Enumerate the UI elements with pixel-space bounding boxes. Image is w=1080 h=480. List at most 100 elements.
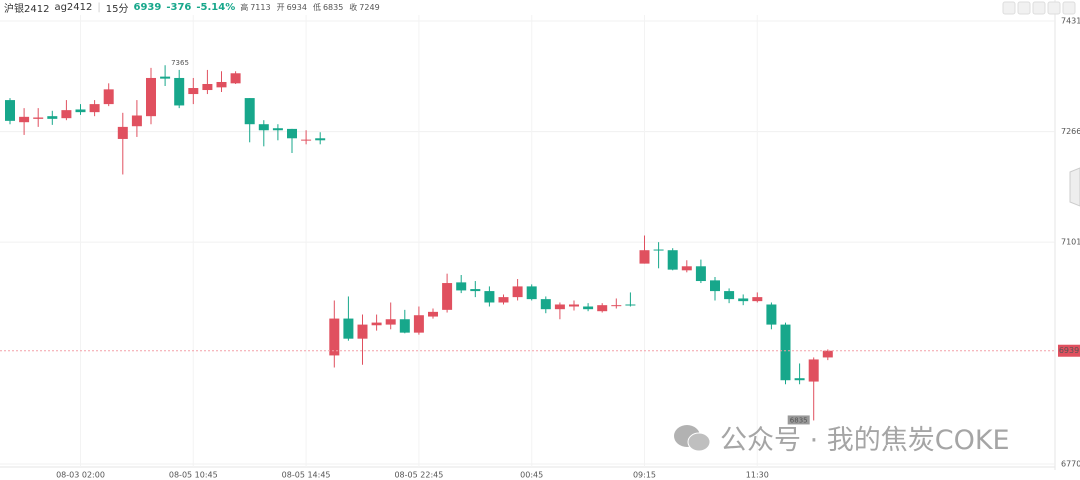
candle-body — [808, 359, 819, 382]
candle-body — [174, 77, 185, 106]
toolbar[interactable] — [1002, 1, 1076, 15]
min-label: 6835 — [790, 416, 808, 424]
period[interactable]: 15分 — [105, 3, 129, 15]
candle-body — [667, 250, 678, 270]
stat-label: 高 — [240, 2, 249, 12]
y-tick-label: 7101 — [1061, 238, 1080, 247]
candle-body — [695, 266, 706, 282]
watermark: 公众号 · 我的焦炭COKE — [672, 418, 1010, 457]
candle-body — [329, 318, 340, 356]
candle-body — [639, 250, 650, 264]
candle-body — [611, 305, 622, 307]
candle-body — [625, 304, 636, 306]
change-pct: -5.14% — [196, 1, 236, 13]
stat-label: 低 — [312, 2, 321, 12]
candle-body — [583, 306, 594, 310]
candle-body — [498, 297, 509, 303]
candle-body — [554, 304, 565, 310]
candle-body — [681, 266, 692, 271]
candle-body — [315, 138, 326, 141]
y-tick-label: 7266 — [1061, 127, 1080, 136]
symbol-code[interactable]: ag2412 — [54, 1, 93, 13]
candle-body — [456, 282, 467, 291]
x-tick-label: 09:15 — [633, 471, 656, 480]
candle-body — [301, 139, 312, 141]
candle-body — [117, 126, 128, 139]
candle-body — [216, 81, 227, 88]
button[interactable] — [1017, 1, 1031, 15]
candle-body — [258, 124, 269, 131]
candle-body — [5, 100, 15, 121]
header: 沪银2412 ag2412 | 15分 6939 -376 -5.14% 高 71… — [0, 0, 386, 15]
candle-body — [399, 319, 410, 333]
stat-value: 7249 — [359, 2, 380, 12]
symbol-name: 沪银2412 — [4, 3, 50, 15]
candle-body — [272, 128, 283, 131]
y-tick-label: 7431 — [1061, 17, 1080, 26]
x-tick-label: 08-05 22:45 — [394, 471, 443, 480]
min-label-bg — [787, 415, 810, 425]
candle-body — [61, 110, 72, 119]
candle-body — [569, 304, 579, 307]
candle-body — [526, 286, 537, 300]
candle-body — [738, 298, 749, 302]
x-tick-label: 00:45 — [520, 471, 543, 480]
wechat-icon — [674, 424, 711, 451]
x-tick-label: 11:30 — [746, 471, 769, 480]
stat-label: 开 — [276, 2, 285, 12]
candle-body — [752, 297, 763, 302]
candle-body — [484, 291, 495, 303]
candle-body — [428, 311, 438, 317]
watermark-text: 公众号 · 我的焦炭COKE — [720, 425, 1010, 456]
candle-body — [470, 289, 481, 292]
candle-body — [230, 73, 241, 84]
candle-body — [33, 117, 44, 119]
candle-body — [371, 322, 382, 326]
stat-value: 6835 — [322, 2, 344, 12]
candle-body — [89, 104, 100, 113]
candle-body — [442, 283, 453, 310]
candle-body — [343, 318, 354, 339]
candle-body — [244, 98, 255, 125]
x-tick-label: 08-05 10:45 — [169, 471, 218, 480]
candle-body — [413, 315, 424, 333]
candle-body — [287, 128, 297, 139]
last-price-tag — [1058, 344, 1080, 357]
candle-body — [540, 299, 551, 310]
candle-body — [512, 286, 523, 298]
candle-body — [710, 280, 720, 292]
candle-body — [385, 319, 396, 325]
candle-body — [724, 291, 735, 300]
button[interactable] — [1002, 1, 1016, 15]
stat-value: 6934 — [286, 2, 307, 12]
candle-body — [131, 115, 142, 127]
candle-body — [160, 76, 171, 79]
change: -376 — [166, 1, 192, 13]
button[interactable] — [1032, 1, 1046, 15]
price: 6939 — [133, 1, 162, 13]
candle-body — [75, 109, 86, 113]
max-label: 7365 — [171, 59, 189, 67]
candle-body — [766, 304, 777, 325]
last-price-label: 6939 — [1059, 346, 1079, 355]
candle-body — [780, 324, 791, 381]
candle-body — [653, 249, 664, 251]
button[interactable] — [1062, 1, 1076, 15]
side-handle[interactable] — [1069, 167, 1080, 207]
candle-body — [202, 83, 213, 91]
stats: 高 7113 开 6934 低 6835 收 7249 — [240, 2, 385, 13]
candle-body — [146, 77, 156, 117]
candle-body — [188, 88, 199, 95]
candle-body — [822, 350, 833, 358]
candle-body — [597, 305, 608, 312]
candle-body — [357, 324, 368, 339]
x-tick-label: 08-03 02:00 — [56, 471, 105, 480]
x-tick-label: 08-05 14:45 — [282, 471, 331, 480]
button[interactable] — [1047, 1, 1061, 15]
candle-body — [47, 116, 58, 119]
y-tick-label: 6770 — [1061, 460, 1080, 469]
candle-body — [103, 89, 114, 105]
stat-value: 7113 — [250, 2, 271, 12]
